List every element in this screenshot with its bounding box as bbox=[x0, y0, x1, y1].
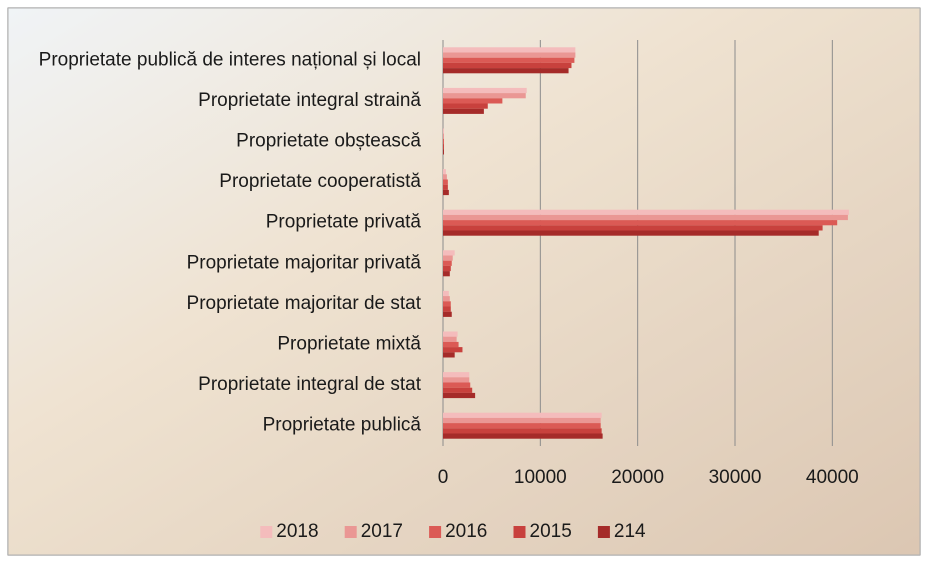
bar bbox=[443, 53, 575, 58]
bar bbox=[443, 169, 446, 174]
legend-swatch bbox=[514, 526, 526, 538]
y-tick-label: Proprietate privată bbox=[266, 212, 422, 233]
bar bbox=[443, 144, 444, 149]
y-tick-label: Proprietate integral de stat bbox=[198, 374, 422, 395]
bar bbox=[443, 296, 450, 301]
bar bbox=[443, 190, 449, 195]
bar bbox=[443, 180, 448, 185]
bar bbox=[443, 307, 451, 312]
x-tick-label: 20000 bbox=[611, 467, 664, 488]
bar bbox=[443, 220, 837, 225]
bar bbox=[443, 428, 602, 433]
bar bbox=[443, 68, 569, 73]
bar bbox=[443, 388, 472, 393]
bar bbox=[443, 332, 458, 337]
x-tick-label: 30000 bbox=[709, 467, 762, 488]
y-tick-label: Proprietate publică bbox=[263, 415, 422, 436]
bar bbox=[443, 93, 526, 98]
bar bbox=[443, 250, 455, 255]
bar bbox=[443, 342, 459, 347]
x-tick-label: 0 bbox=[438, 467, 449, 488]
bar bbox=[443, 271, 450, 276]
bar bbox=[443, 377, 469, 382]
x-tick-label: 40000 bbox=[806, 467, 859, 488]
chart: 0 10000 20000 30000 40000 Proprietate publică… bbox=[0, 0, 929, 563]
bar bbox=[443, 337, 457, 342]
y-tick-label: Proprietate majoritar de stat bbox=[187, 293, 422, 314]
bar bbox=[443, 134, 444, 139]
bar bbox=[443, 256, 453, 261]
bar bbox=[443, 63, 571, 68]
bar bbox=[443, 372, 469, 377]
bar bbox=[443, 301, 451, 306]
legend-swatch bbox=[260, 526, 272, 538]
legend-label: 2017 bbox=[361, 521, 403, 542]
bar bbox=[443, 109, 484, 114]
bar bbox=[443, 58, 574, 63]
bar bbox=[443, 291, 449, 296]
bar bbox=[443, 149, 444, 154]
bar bbox=[443, 231, 819, 236]
y-tick-label: Proprietate obștească bbox=[236, 131, 421, 152]
bar bbox=[443, 423, 601, 428]
y-tick-label: Proprietate mixtă bbox=[277, 334, 421, 355]
bar bbox=[443, 185, 448, 190]
bar bbox=[443, 312, 452, 317]
y-tick-label: Proprietate majoritar privată bbox=[187, 252, 422, 273]
bar bbox=[443, 47, 575, 52]
bar bbox=[443, 383, 470, 388]
bar bbox=[443, 225, 823, 230]
x-tick-label: 10000 bbox=[514, 467, 567, 488]
bar bbox=[443, 261, 452, 266]
bar bbox=[443, 393, 475, 398]
bar bbox=[443, 418, 601, 423]
legend-swatch bbox=[598, 526, 610, 538]
bar bbox=[443, 215, 848, 220]
legend-swatch bbox=[429, 526, 441, 538]
y-tick-label: Proprietate publică de interes național … bbox=[39, 49, 421, 70]
bar bbox=[443, 434, 603, 439]
bar bbox=[443, 413, 602, 418]
bar bbox=[443, 210, 849, 215]
legend-label: 2015 bbox=[530, 521, 572, 542]
bar bbox=[443, 347, 462, 352]
bar bbox=[443, 88, 527, 93]
bar bbox=[443, 104, 488, 109]
y-tick-label: Proprietate cooperatistă bbox=[219, 171, 421, 192]
y-tick-label: Proprietate integral straină bbox=[198, 90, 421, 111]
legend-label: 2016 bbox=[445, 521, 487, 542]
bar bbox=[443, 174, 447, 179]
legend-label: 2018 bbox=[276, 521, 318, 542]
bar bbox=[443, 98, 502, 103]
bar bbox=[443, 266, 451, 271]
bar bbox=[443, 139, 444, 144]
bar bbox=[443, 129, 444, 134]
legend-swatch bbox=[345, 526, 357, 538]
bar bbox=[443, 352, 455, 357]
legend-label: 214 bbox=[614, 521, 646, 542]
